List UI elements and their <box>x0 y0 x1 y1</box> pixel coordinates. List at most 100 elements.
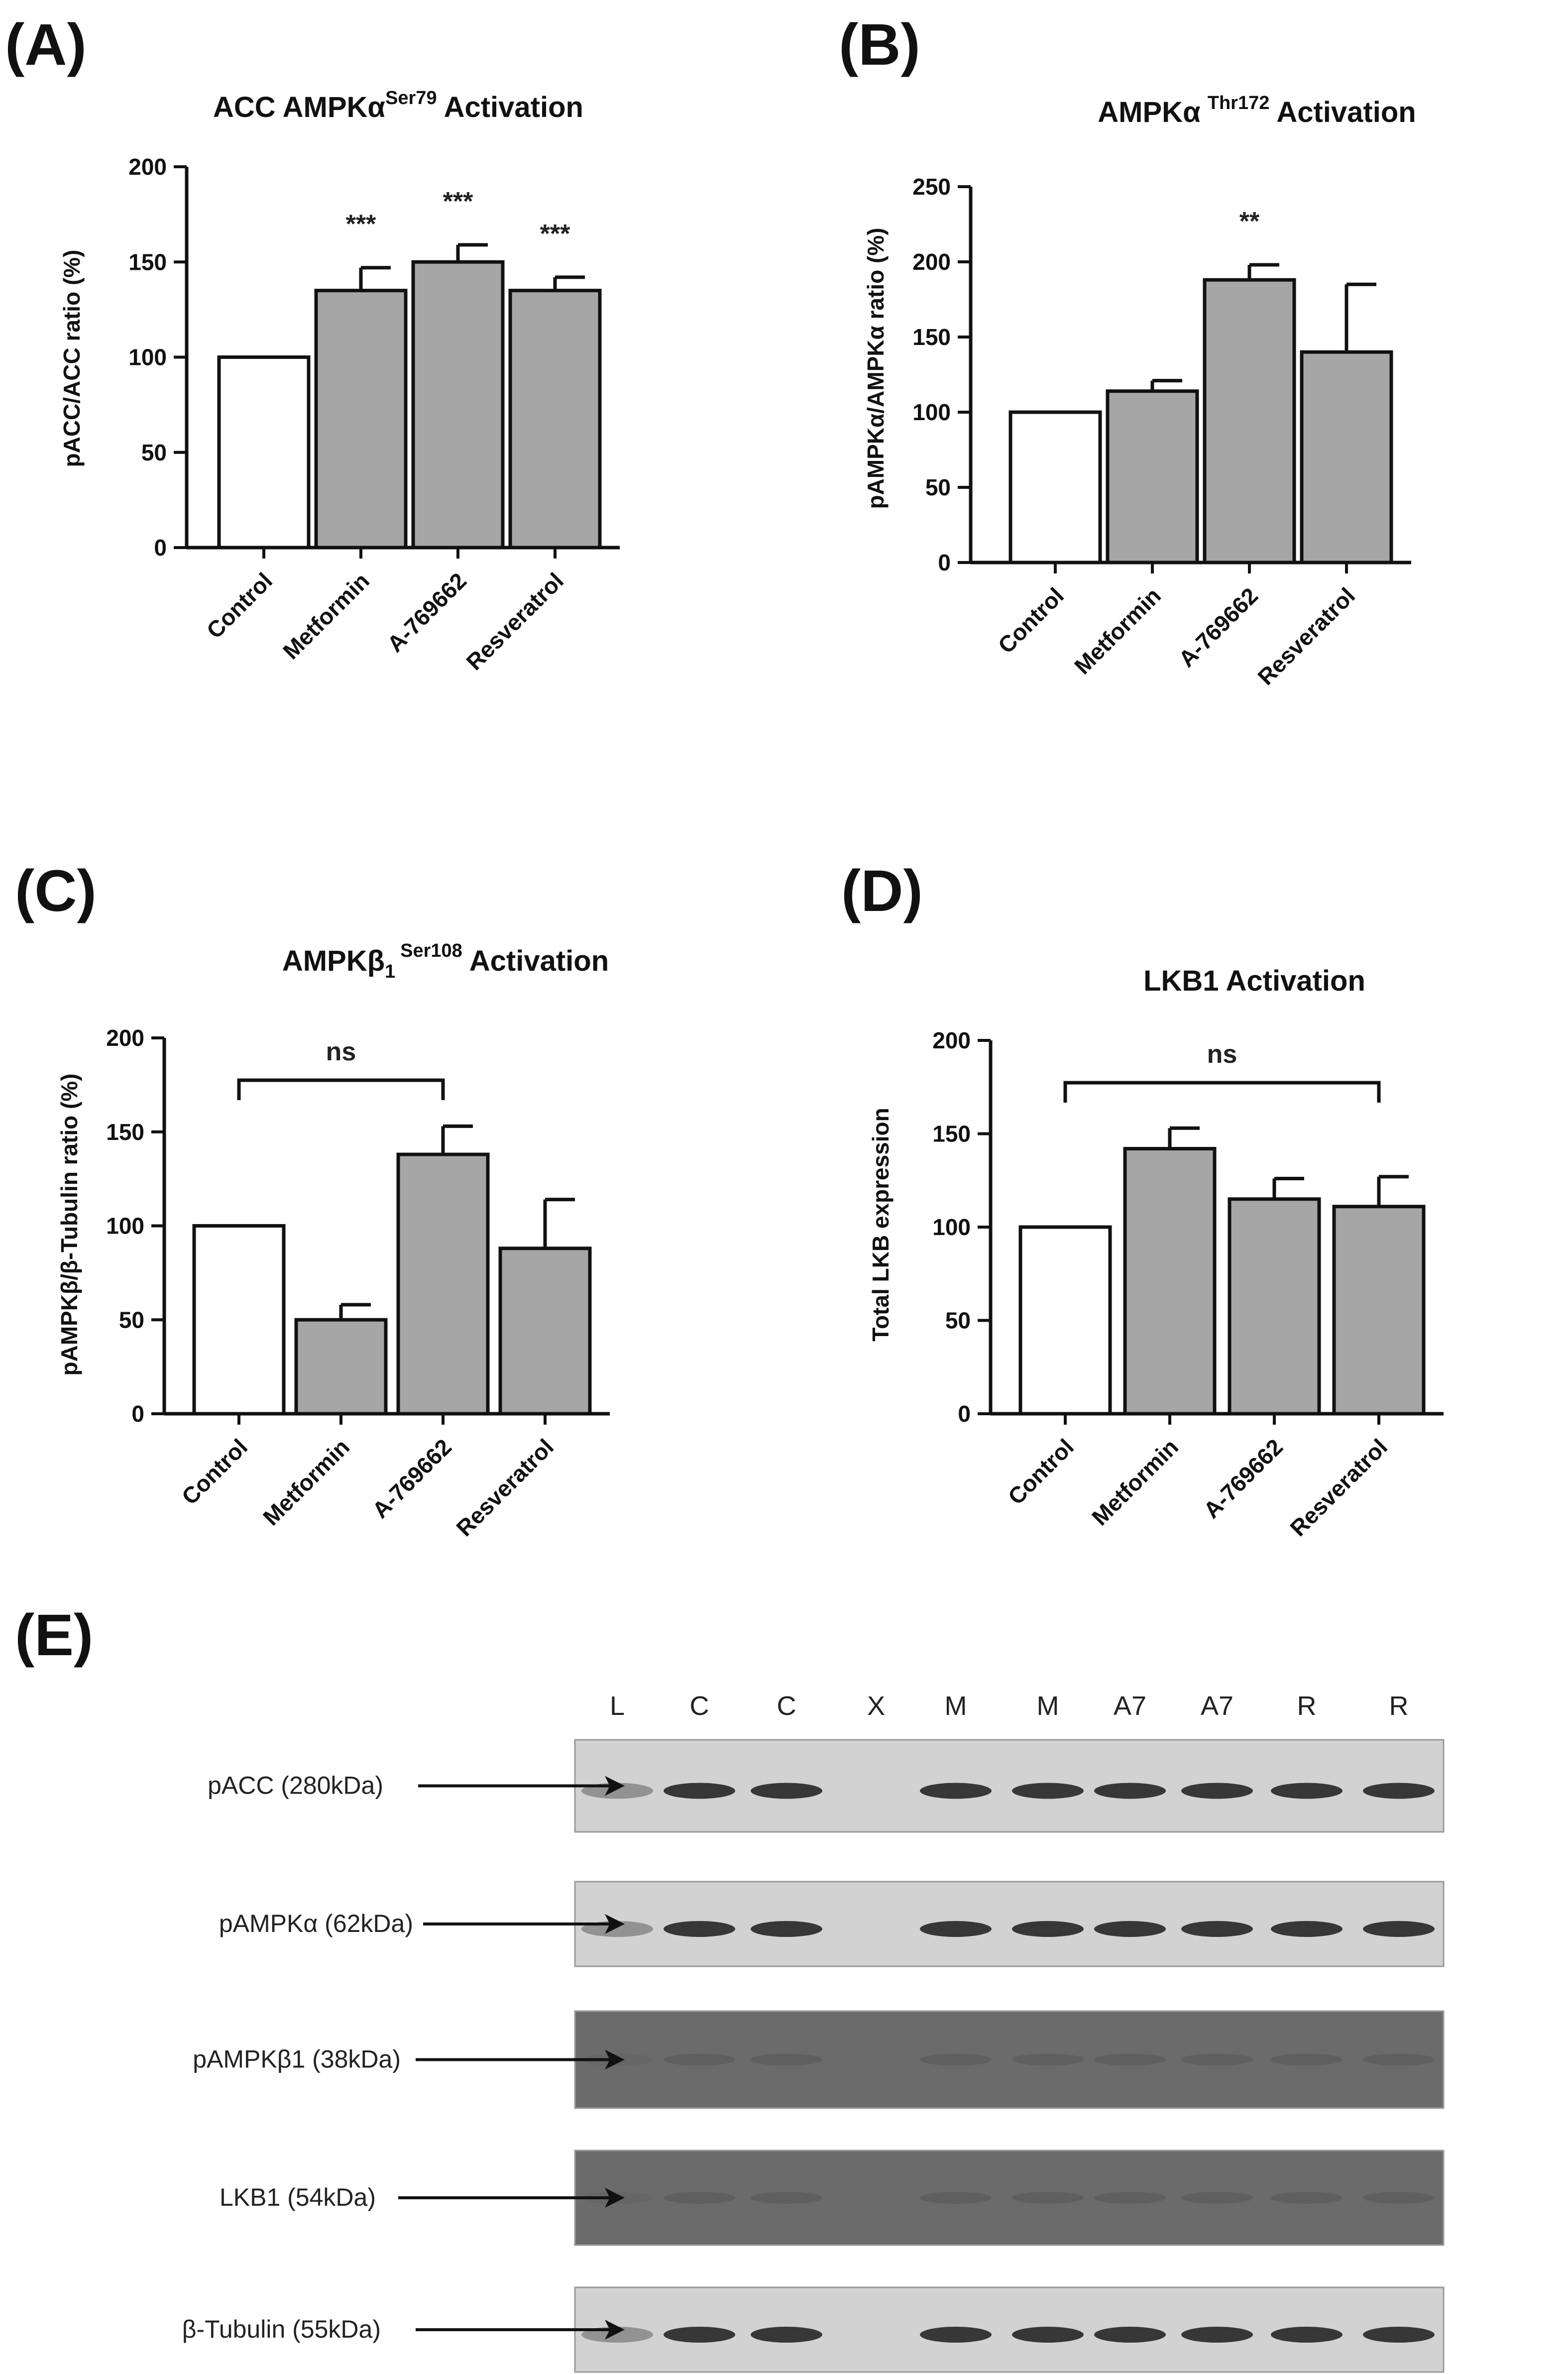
comparison-bracket <box>1063 1081 1381 1103</box>
blot-band <box>751 2053 822 2066</box>
blot-band <box>920 2053 992 2066</box>
blot-band <box>664 2053 735 2066</box>
y-tick-label: 200 <box>912 249 951 275</box>
lane-label: L <box>610 1691 625 1721</box>
blot-band <box>1181 1783 1253 1799</box>
blot-row-label: pAMPKα (62kDa) <box>219 1910 413 1937</box>
blot-arrowhead <box>605 1776 625 1796</box>
significance-marker: *** <box>443 187 473 216</box>
y-tick-label: 150 <box>912 324 951 350</box>
panel-c-title: AMPKβ1Ser108 Activation <box>282 940 609 982</box>
bar-a-769662 <box>411 260 505 550</box>
y-tick-label: 50 <box>141 440 167 465</box>
blot-band <box>920 1783 992 1799</box>
y-tick-label: 0 <box>958 1401 971 1427</box>
bar-control <box>1018 1225 1112 1416</box>
blot-band <box>1094 2053 1166 2066</box>
significance-marker: ** <box>1239 207 1260 236</box>
blot-band <box>1012 1783 1084 1799</box>
blot-band <box>1094 2192 1166 2204</box>
y-tick-label: 100 <box>932 1214 971 1240</box>
y-tick-label: 200 <box>932 1027 971 1053</box>
blot-row-label: pACC (280kDa) <box>208 1772 383 1800</box>
bar-resveratrol <box>1332 1205 1426 1416</box>
blot-band <box>920 1921 992 1937</box>
blot-band <box>1363 1783 1435 1799</box>
y-tick-label: 100 <box>912 399 951 425</box>
bar-a-769662 <box>1228 1197 1321 1416</box>
significance-marker: *** <box>540 220 570 248</box>
panel-c-label: (C) <box>15 858 97 924</box>
y-tick-label: 200 <box>106 1025 144 1051</box>
blot-band <box>1012 1921 1084 1937</box>
blot-band <box>1181 2192 1253 2204</box>
blot-band <box>751 2327 822 2343</box>
bar-resveratrol <box>1300 350 1393 565</box>
panel-d-title: LKB1 Activation <box>1143 965 1365 997</box>
blot-band <box>1094 2327 1166 2343</box>
blot-arrowhead <box>605 2188 625 2208</box>
blot-band <box>1094 1921 1166 1937</box>
panel-d-y-axis-title: Total LKB expression <box>868 1108 894 1341</box>
blot-strip <box>574 2149 1445 2246</box>
lane-label: A7 <box>1114 1691 1146 1721</box>
comparison-bracket <box>237 1078 445 1100</box>
bar-metformin <box>294 1318 388 1416</box>
y-tick-label: 0 <box>154 535 167 561</box>
blot-band <box>1363 2327 1435 2343</box>
y-tick-label: 50 <box>925 474 951 500</box>
bar-resveratrol <box>508 289 602 550</box>
significance-marker: *** <box>346 210 376 239</box>
blot-band <box>664 2192 735 2204</box>
panel-b-title: AMPKα Thr172 Activation <box>1098 93 1416 128</box>
lane-label: R <box>1297 1691 1317 1721</box>
blot-band <box>1271 2053 1343 2066</box>
y-tick-label: 200 <box>128 154 167 180</box>
lane-label: A7 <box>1201 1691 1233 1721</box>
panel-a-title: ACC AMPKαSer79 Activation <box>213 88 583 123</box>
bar-control <box>1008 410 1102 565</box>
y-tick-label: 150 <box>932 1121 971 1147</box>
bar-a-769662 <box>1203 278 1296 565</box>
y-tick-label: 150 <box>106 1119 144 1145</box>
y-tick-label: 100 <box>128 344 167 370</box>
blot-band <box>920 2192 992 2204</box>
blot-band <box>1012 2053 1084 2066</box>
y-tick-label: 0 <box>938 550 951 575</box>
lane-label: M <box>945 1691 967 1721</box>
blot-band <box>751 1921 822 1937</box>
blot-band <box>751 2192 822 2204</box>
blot-band <box>1363 2053 1435 2066</box>
panel-b-y-axis-title: pAMPKα/AMPKα ratio (%) <box>863 227 889 509</box>
lane-label: C <box>690 1691 709 1721</box>
bar-control <box>217 355 311 550</box>
blot-band <box>1271 1921 1343 1937</box>
blot-band <box>1012 2192 1084 2204</box>
blot-band <box>1271 2327 1343 2343</box>
blot-band <box>1271 2192 1343 2204</box>
y-tick-label: 150 <box>128 249 167 275</box>
lane-label: M <box>1037 1691 1059 1721</box>
blot-band <box>1181 1921 1253 1937</box>
panel-b-label: (B) <box>839 12 920 78</box>
bar-metformin <box>1106 389 1199 565</box>
blot-band <box>1363 2192 1435 2204</box>
lane-label: X <box>867 1691 885 1721</box>
lane-label: R <box>1389 1691 1409 1721</box>
bar-resveratrol <box>498 1246 592 1416</box>
blot-row-label: pAMPKβ1 (38kDa) <box>193 2045 401 2073</box>
blot-band <box>920 2327 992 2343</box>
bar-control <box>192 1224 286 1416</box>
panel-a-y-axis-title: pACC/ACC ratio (%) <box>59 250 85 467</box>
bar-a-769662 <box>396 1152 490 1416</box>
blot-band <box>664 2327 735 2343</box>
blot-strip <box>574 2010 1445 2109</box>
blot-arrowhead <box>605 1914 625 1934</box>
y-tick-label: 50 <box>945 1308 971 1334</box>
comparison-label: ns <box>326 1037 356 1066</box>
y-tick-label: 0 <box>131 1401 144 1427</box>
blot-arrowhead <box>605 2049 625 2070</box>
